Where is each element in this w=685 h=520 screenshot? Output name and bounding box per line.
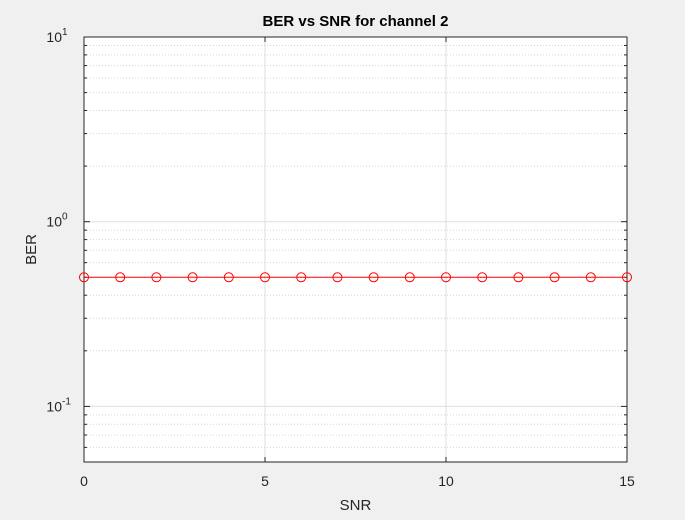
y-axis-label: BER — [23, 234, 40, 265]
data-point-marker — [260, 272, 270, 283]
data-point-marker — [223, 272, 234, 283]
chart-title: BER vs SNR for channel 2 — [263, 13, 449, 30]
data-point-marker — [296, 272, 307, 283]
data-point-marker — [332, 272, 343, 283]
plot-background — [84, 37, 627, 462]
x-tick-label: 5 — [261, 473, 269, 489]
data-point-marker — [404, 272, 415, 283]
data-point-marker — [622, 272, 632, 283]
series — [79, 272, 632, 283]
y-tick-exponent: 1 — [62, 27, 68, 38]
x-tick-label: 15 — [619, 473, 635, 489]
data-point-marker — [513, 272, 524, 283]
data-point-marker — [151, 272, 162, 283]
x-tick-label: 0 — [80, 473, 88, 489]
data-point-marker — [549, 272, 560, 283]
data-point-marker — [368, 272, 379, 283]
y-tick-label: 10 — [46, 214, 62, 230]
data-point-marker — [79, 272, 89, 283]
data-point-marker — [477, 272, 488, 283]
data-point-marker — [441, 272, 451, 283]
data-point-marker — [187, 272, 198, 283]
y-tick-exponent: 0 — [62, 212, 68, 223]
data-point-marker — [585, 272, 596, 283]
x-axis-label: SNR — [340, 497, 372, 514]
data-point-marker — [115, 272, 126, 283]
y-tick-label: 10 — [46, 29, 62, 45]
x-tick-label: 10 — [438, 473, 454, 489]
y-tick-label: 10 — [46, 398, 62, 414]
plot-frame — [83, 36, 628, 463]
y-tick-exponent: -1 — [62, 396, 71, 407]
